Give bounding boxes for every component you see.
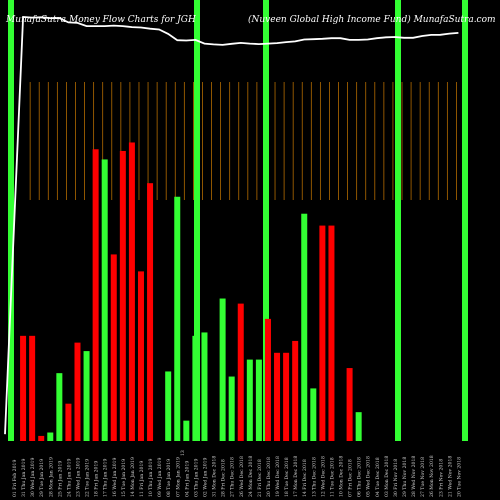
price-line: [4, 16, 459, 435]
money-flow-bar: [128, 142, 135, 441]
week-separator-bar: [8, 0, 14, 441]
x-tick-label: 17 Mon Dec 2018: [293, 456, 299, 497]
money-flow-bar: [165, 371, 172, 441]
x-tick-label: 21 Fri Dec 2018: [257, 459, 263, 497]
money-flow-bar: [201, 332, 208, 441]
x-tick-label: 27 Thu Dec 2018: [230, 457, 236, 497]
x-tick-label: 14 Fri Dec 2018: [302, 459, 308, 497]
money-flow-bar: [47, 432, 54, 441]
money-flow-bar: [74, 342, 81, 441]
x-tick-label: 18 Fri Jan 2019: [94, 461, 100, 497]
x-tick-label: 13 Thu Dec 2018: [311, 457, 317, 497]
x-tick-label: 07 Mon Jan 2019: [175, 457, 181, 497]
x-tick-label: 02 Wed Jan 2019: [202, 457, 208, 497]
x-tick-label: 15 Tue Jan 2019: [121, 459, 127, 497]
x-tick-label: 28 Mon Jan 2019: [48, 457, 54, 497]
x-tick-label: 14 Mon Jan 2019: [130, 457, 136, 497]
x-tick-label: 26 Wed Dec 2018: [239, 456, 245, 497]
x-tick-label: 29 Tue Jan 2019: [39, 459, 45, 497]
money-flow-bar: [119, 150, 126, 441]
x-tick-label: 08 Tue Jan 2019: [166, 459, 172, 497]
x-tick-label: 24 Mon Dec 2018: [248, 456, 254, 497]
money-flow-bar: [29, 335, 36, 441]
money-flow-bar: [328, 225, 335, 441]
x-tick-label: 05 Wed Dec 2018: [366, 456, 372, 497]
money-flow-bar: [228, 376, 235, 441]
price-line-group: [4, 16, 459, 435]
x-tick-label: 28 Wed Nov 2018: [411, 456, 417, 497]
x-tick-label: 23 Wed Jan 2019: [75, 457, 81, 497]
x-tick-label: 04 Tue Dec 2018: [375, 457, 381, 497]
money-flow-bar: [237, 303, 244, 441]
x-tick-label: 30 Wed Jan 2019: [30, 457, 36, 497]
money-flow-bar: [101, 159, 108, 441]
week-separator-bar: [263, 0, 269, 441]
x-tick-label: 20 Thu Dec 2018: [266, 457, 272, 497]
x-tick-label: 12 Wed Dec 2018: [320, 456, 326, 497]
money-flow-bar: [20, 335, 27, 441]
money-flow-bar: [319, 225, 326, 441]
x-tick-label: 24 Thu Jan 2019: [66, 458, 72, 497]
x-tick-label: 31 Thu Jan 2019: [21, 458, 27, 497]
x-tick-label: 11 Fri Jan 2019: [139, 461, 145, 497]
x-tick-label: 11 Tue Dec 2018: [329, 457, 335, 497]
money-flow-bar: [83, 351, 90, 441]
x-tick-label: 26 Mon Nov 2018: [429, 455, 435, 497]
money-flow-bar: [137, 271, 144, 441]
money-flow-bar: [301, 213, 308, 441]
x-tick-label: 06 Thu Dec 2018: [357, 457, 363, 497]
x-tick-label: 28 Fri Dec 2018: [221, 459, 227, 497]
x-axis-mid-label: 13: [180, 450, 186, 456]
x-tick-label: 31 Mon Dec 2018: [212, 456, 218, 497]
money-flow-bar: [183, 420, 190, 441]
x-tick-label: 10 Mon Dec 2018: [339, 456, 345, 497]
money-flow-bar: [56, 373, 63, 441]
money-flow-bar: [219, 298, 226, 441]
x-tick-label: 27 Tue Nov 2018: [420, 457, 426, 497]
chart-title: MunafaSutra Money Flow Charts for JGH: [5, 15, 196, 25]
week-separator-bar: [194, 0, 200, 441]
x-tick-label: 23 Fri Nov 2018: [438, 459, 444, 497]
money-flow-bar: [255, 359, 262, 441]
x-tick-label: 07 Fri Dec 2018: [348, 459, 354, 497]
week-separator-bar: [462, 0, 468, 441]
x-tick-label: 29 Thu Nov 2018: [402, 457, 408, 497]
week-separators: [8, 0, 468, 441]
x-tick-label: 19 Wed Dec 2018: [275, 456, 281, 497]
money-flow-bar: [246, 359, 253, 441]
chart-subtitle: (Nuveen Global High Income Fund) MunafaS…: [248, 14, 496, 25]
week-separator-bar: [395, 0, 401, 441]
money-flow-bar: [147, 183, 154, 441]
x-tick-label: 03 Mon Dec 2018: [384, 456, 390, 497]
money-flow-bar: [292, 340, 299, 441]
x-tick-label: 25 Fri Jan 2019: [57, 461, 63, 497]
x-axis-tick-labels: 01 Fri Feb 2019 31 Thu Jan 2019 30 Wed Jan…: [12, 450, 462, 497]
money-flow-bar: [38, 435, 45, 441]
money-flow-bar: [110, 254, 117, 441]
x-tick-label: 10 Thu Jan 2019: [148, 458, 154, 497]
money-flow-bar: [65, 403, 72, 441]
money-flow-bar: [346, 368, 353, 441]
x-tick-label: 30 Fri Nov 2018: [393, 459, 399, 497]
money-flow-bars: [20, 142, 362, 441]
x-tick-label: 09 Wed Jan 2019: [157, 457, 163, 497]
x-tick-label: 21 Wed Nov 2018: [447, 456, 453, 497]
x-tick-label: 22 Tue Jan 2019: [85, 459, 91, 497]
money-flow-bar: [192, 335, 199, 441]
x-tick-label: 20 Tue Nov 2018: [456, 457, 462, 497]
money-flow-bar: [92, 149, 99, 441]
x-tick-label: 16 Wed Jan 2019: [112, 457, 118, 497]
money-flow-bar: [264, 318, 271, 441]
money-flow-bar: [310, 388, 317, 441]
money-flow-bar: [274, 352, 281, 441]
x-tick-label: 18 Tue Dec 2018: [284, 457, 290, 497]
x-tick-label: 03 Thu Jan 2019: [193, 458, 199, 497]
money-flow-bar: [355, 412, 362, 441]
money-flow-bar: [174, 196, 181, 441]
x-tick-label: 17 Thu Jan 2019: [103, 458, 109, 497]
x-tick-label: 01 Fri Feb 2019: [12, 460, 18, 497]
x-tick-label: 04 Fri Jan 2019: [184, 461, 190, 497]
money-flow-bar: [283, 352, 290, 441]
